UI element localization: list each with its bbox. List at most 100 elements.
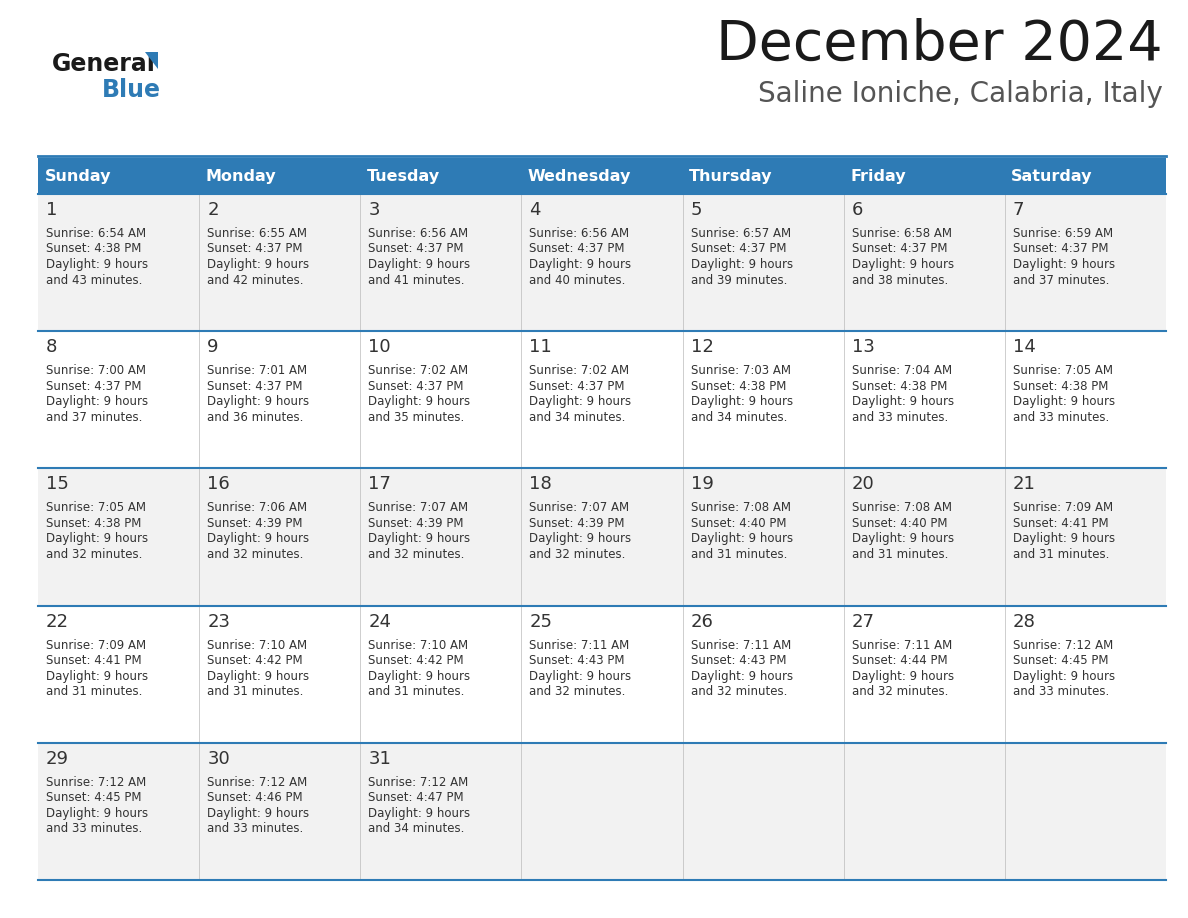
Text: and 41 minutes.: and 41 minutes.	[368, 274, 465, 286]
Text: Sunset: 4:43 PM: Sunset: 4:43 PM	[530, 655, 625, 667]
Text: 9: 9	[207, 338, 219, 356]
Text: Sunset: 4:37 PM: Sunset: 4:37 PM	[1013, 242, 1108, 255]
Text: Sunrise: 7:07 AM: Sunrise: 7:07 AM	[530, 501, 630, 514]
Text: Sunrise: 7:05 AM: Sunrise: 7:05 AM	[1013, 364, 1113, 377]
Text: Sunrise: 7:07 AM: Sunrise: 7:07 AM	[368, 501, 468, 514]
Text: Sunset: 4:39 PM: Sunset: 4:39 PM	[530, 517, 625, 530]
Text: Sunset: 4:46 PM: Sunset: 4:46 PM	[207, 791, 303, 804]
Text: and 32 minutes.: and 32 minutes.	[530, 685, 626, 698]
Text: Sunrise: 7:01 AM: Sunrise: 7:01 AM	[207, 364, 308, 377]
Text: and 32 minutes.: and 32 minutes.	[690, 685, 786, 698]
Text: and 32 minutes.: and 32 minutes.	[207, 548, 304, 561]
Text: 27: 27	[852, 612, 874, 631]
Text: Daylight: 9 hours: Daylight: 9 hours	[46, 532, 148, 545]
Text: 6: 6	[852, 201, 864, 219]
Text: Sunrise: 7:12 AM: Sunrise: 7:12 AM	[368, 776, 468, 789]
Text: Friday: Friday	[851, 169, 905, 184]
Text: 24: 24	[368, 612, 391, 631]
Text: Sunrise: 6:54 AM: Sunrise: 6:54 AM	[46, 227, 146, 240]
Text: Sunrise: 7:02 AM: Sunrise: 7:02 AM	[530, 364, 630, 377]
Text: Daylight: 9 hours: Daylight: 9 hours	[46, 396, 148, 409]
Text: and 37 minutes.: and 37 minutes.	[46, 410, 143, 424]
Text: Sunset: 4:39 PM: Sunset: 4:39 PM	[207, 517, 303, 530]
Text: Sunset: 4:39 PM: Sunset: 4:39 PM	[368, 517, 463, 530]
Text: and 33 minutes.: and 33 minutes.	[1013, 685, 1110, 698]
Text: Sunset: 4:43 PM: Sunset: 4:43 PM	[690, 655, 786, 667]
Text: 16: 16	[207, 476, 230, 493]
Text: 26: 26	[690, 612, 714, 631]
Text: Daylight: 9 hours: Daylight: 9 hours	[690, 532, 792, 545]
Text: and 32 minutes.: and 32 minutes.	[852, 685, 948, 698]
Text: 13: 13	[852, 338, 874, 356]
Text: Sunrise: 6:56 AM: Sunrise: 6:56 AM	[530, 227, 630, 240]
Text: Sunrise: 6:58 AM: Sunrise: 6:58 AM	[852, 227, 952, 240]
Text: 5: 5	[690, 201, 702, 219]
Text: Daylight: 9 hours: Daylight: 9 hours	[1013, 258, 1116, 271]
Text: Daylight: 9 hours: Daylight: 9 hours	[207, 258, 309, 271]
Text: Daylight: 9 hours: Daylight: 9 hours	[690, 396, 792, 409]
Text: Sunrise: 7:12 AM: Sunrise: 7:12 AM	[46, 776, 146, 789]
Text: Tuesday: Tuesday	[367, 169, 440, 184]
Text: and 33 minutes.: and 33 minutes.	[1013, 410, 1110, 424]
Text: Sunset: 4:37 PM: Sunset: 4:37 PM	[46, 380, 141, 393]
Text: 12: 12	[690, 338, 714, 356]
Text: 7: 7	[1013, 201, 1024, 219]
Text: Sunset: 4:41 PM: Sunset: 4:41 PM	[1013, 517, 1108, 530]
Text: 19: 19	[690, 476, 714, 493]
Text: Saturday: Saturday	[1011, 169, 1093, 184]
Text: Sunrise: 7:12 AM: Sunrise: 7:12 AM	[207, 776, 308, 789]
Text: Daylight: 9 hours: Daylight: 9 hours	[207, 532, 309, 545]
Text: and 34 minutes.: and 34 minutes.	[690, 410, 786, 424]
Bar	[38, 606, 1165, 743]
Text: and 32 minutes.: and 32 minutes.	[530, 548, 626, 561]
Text: Monday: Monday	[206, 169, 277, 184]
Text: Sunrise: 7:02 AM: Sunrise: 7:02 AM	[368, 364, 468, 377]
Text: 10: 10	[368, 338, 391, 356]
Text: Daylight: 9 hours: Daylight: 9 hours	[46, 258, 148, 271]
Text: General: General	[52, 52, 156, 76]
Text: and 42 minutes.: and 42 minutes.	[207, 274, 304, 286]
Text: Daylight: 9 hours: Daylight: 9 hours	[530, 532, 632, 545]
Text: Sunrise: 7:11 AM: Sunrise: 7:11 AM	[690, 639, 791, 652]
Text: Sunrise: 7:11 AM: Sunrise: 7:11 AM	[852, 639, 952, 652]
Text: Sunset: 4:37 PM: Sunset: 4:37 PM	[207, 380, 303, 393]
Text: and 34 minutes.: and 34 minutes.	[368, 823, 465, 835]
Text: and 40 minutes.: and 40 minutes.	[530, 274, 626, 286]
Text: 22: 22	[46, 612, 69, 631]
Text: Sunset: 4:38 PM: Sunset: 4:38 PM	[690, 380, 786, 393]
Text: Sunrise: 7:03 AM: Sunrise: 7:03 AM	[690, 364, 791, 377]
Text: Daylight: 9 hours: Daylight: 9 hours	[368, 532, 470, 545]
Text: 11: 11	[530, 338, 552, 356]
Text: 2: 2	[207, 201, 219, 219]
Text: Daylight: 9 hours: Daylight: 9 hours	[1013, 532, 1116, 545]
Text: Daylight: 9 hours: Daylight: 9 hours	[207, 669, 309, 683]
Text: and 31 minutes.: and 31 minutes.	[1013, 548, 1110, 561]
Text: and 33 minutes.: and 33 minutes.	[46, 823, 143, 835]
Polygon shape	[145, 52, 158, 69]
Text: Daylight: 9 hours: Daylight: 9 hours	[1013, 669, 1116, 683]
Text: and 38 minutes.: and 38 minutes.	[852, 274, 948, 286]
Text: 29: 29	[46, 750, 69, 767]
Text: Sunset: 4:45 PM: Sunset: 4:45 PM	[46, 791, 141, 804]
Text: Sunset: 4:37 PM: Sunset: 4:37 PM	[530, 242, 625, 255]
Text: Daylight: 9 hours: Daylight: 9 hours	[852, 258, 954, 271]
Text: 20: 20	[852, 476, 874, 493]
Text: Sunrise: 7:09 AM: Sunrise: 7:09 AM	[1013, 501, 1113, 514]
Text: and 31 minutes.: and 31 minutes.	[207, 685, 304, 698]
Text: 28: 28	[1013, 612, 1036, 631]
Text: and 35 minutes.: and 35 minutes.	[368, 410, 465, 424]
Text: and 37 minutes.: and 37 minutes.	[1013, 274, 1110, 286]
Text: Sunset: 4:41 PM: Sunset: 4:41 PM	[46, 655, 141, 667]
Text: Sunset: 4:44 PM: Sunset: 4:44 PM	[852, 655, 947, 667]
Text: Sunset: 4:42 PM: Sunset: 4:42 PM	[368, 655, 465, 667]
Text: Daylight: 9 hours: Daylight: 9 hours	[46, 807, 148, 820]
Text: Sunday: Sunday	[44, 169, 110, 184]
Text: Sunset: 4:45 PM: Sunset: 4:45 PM	[1013, 655, 1108, 667]
Text: and 34 minutes.: and 34 minutes.	[530, 410, 626, 424]
Text: Daylight: 9 hours: Daylight: 9 hours	[368, 807, 470, 820]
Text: Sunset: 4:37 PM: Sunset: 4:37 PM	[207, 242, 303, 255]
Text: Sunrise: 7:08 AM: Sunrise: 7:08 AM	[852, 501, 952, 514]
Text: Daylight: 9 hours: Daylight: 9 hours	[46, 669, 148, 683]
Text: Sunrise: 7:04 AM: Sunrise: 7:04 AM	[852, 364, 952, 377]
Text: Sunrise: 6:56 AM: Sunrise: 6:56 AM	[368, 227, 468, 240]
